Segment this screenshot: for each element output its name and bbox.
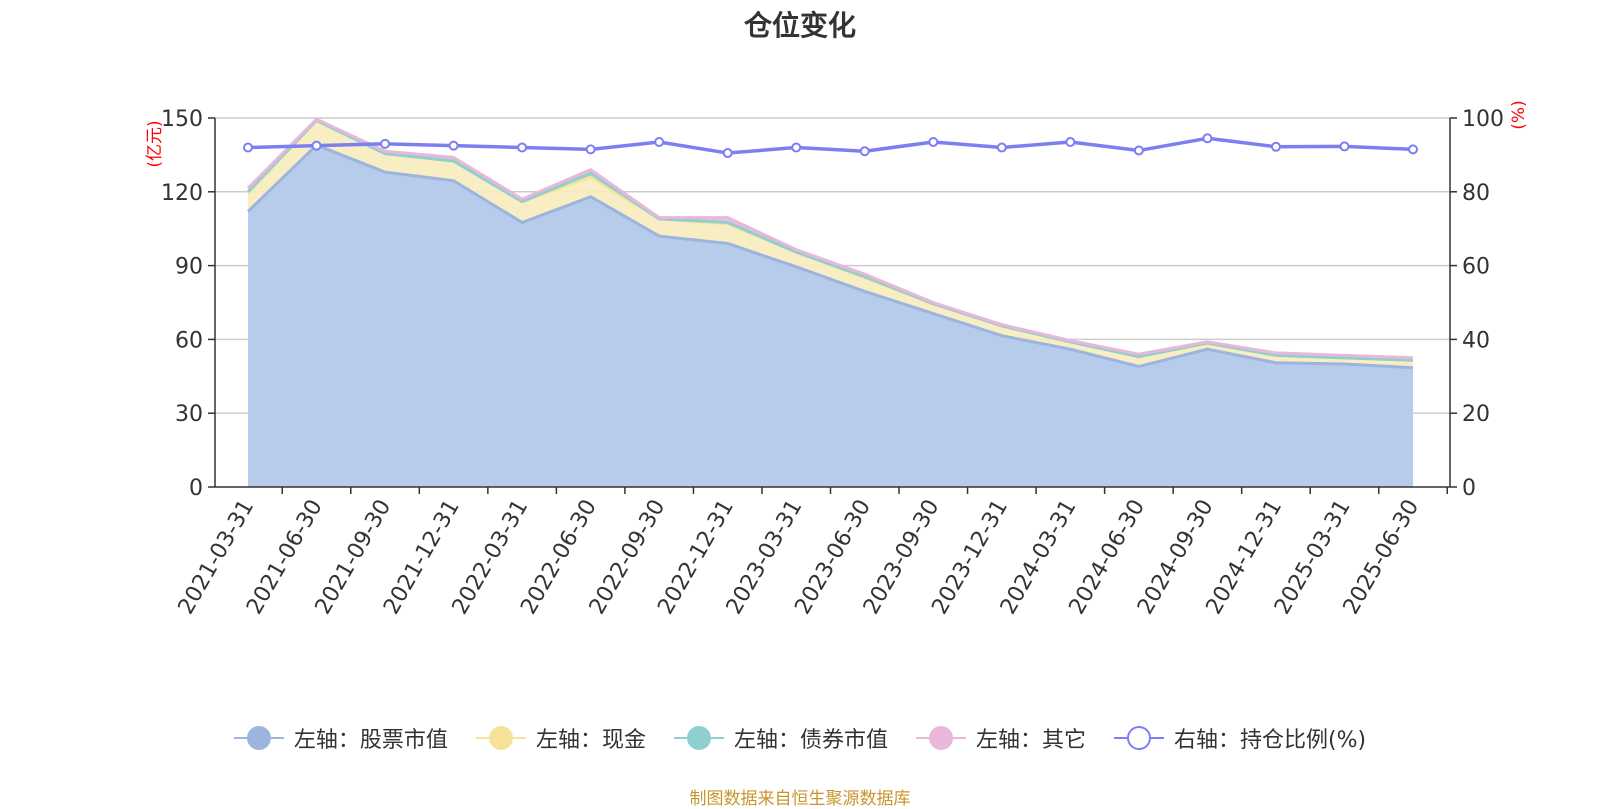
right-tick-label: 60 xyxy=(1462,255,1490,280)
ratio-point[interactable] xyxy=(791,142,802,153)
ratio-point[interactable] xyxy=(722,148,733,159)
legend-swatch-icon xyxy=(233,726,284,750)
ratio-point[interactable] xyxy=(1270,141,1281,152)
ratio-point[interactable] xyxy=(380,138,391,149)
legend: 左轴：股票市值 左轴：现金 左轴：债券市值 左轴：其它 右轴：持仓比例(%) xyxy=(0,722,1600,754)
ratio-point[interactable] xyxy=(517,142,528,153)
ratio-point[interactable] xyxy=(585,144,596,155)
ratio-point[interactable] xyxy=(1133,145,1144,156)
right-tick-label: 40 xyxy=(1462,328,1490,353)
ratio-point[interactable] xyxy=(311,140,322,151)
legend-item-stock[interactable]: 左轴：股票市值 xyxy=(233,722,448,754)
stock-area-edge xyxy=(246,143,1414,370)
ratio-point[interactable] xyxy=(1339,141,1350,152)
left-tick-label: 90 xyxy=(175,255,203,280)
left-tick-label: 0 xyxy=(189,476,203,501)
legend-label: 左轴：其它 xyxy=(975,728,1086,753)
right-tick-label: 0 xyxy=(1462,476,1476,501)
legend-item-bond[interactable]: 左轴：债券市值 xyxy=(673,722,888,754)
ratio-point[interactable] xyxy=(1202,133,1213,144)
stock-area xyxy=(248,145,1413,487)
source-note: 制图数据来自恒生聚源数据库 xyxy=(689,789,911,809)
chart-title: 仓位变化 xyxy=(743,9,856,42)
left-tick-label: 120 xyxy=(161,181,203,206)
legend-item-ratio[interactable]: 右轴：持仓比例(%) xyxy=(1113,722,1367,754)
ratio-point[interactable] xyxy=(928,136,939,147)
legend-swatch-icon xyxy=(475,726,526,750)
left-tick-label: 30 xyxy=(175,402,203,427)
legend-item-other[interactable]: 左轴：其它 xyxy=(915,722,1086,754)
legend-label: 右轴：持仓比例(%) xyxy=(1173,728,1367,753)
ratio-point[interactable] xyxy=(996,142,1007,153)
right-tick-label: 20 xyxy=(1462,402,1490,427)
legend-label: 左轴：现金 xyxy=(535,728,646,753)
legend-item-cash[interactable]: 左轴：现金 xyxy=(475,722,646,754)
right-tick-label: 100 xyxy=(1462,107,1504,132)
ratio-point[interactable] xyxy=(859,146,870,157)
legend-label: 左轴：债券市值 xyxy=(733,728,888,753)
legend-swatch-icon xyxy=(1113,726,1164,750)
ratio-point[interactable] xyxy=(448,140,459,151)
right-tick-label: 80 xyxy=(1462,181,1490,206)
left-tick-label: 150 xyxy=(161,107,203,132)
legend-label: 左轴：股票市值 xyxy=(293,728,448,753)
ratio-point[interactable] xyxy=(654,136,665,147)
right-axis-unit: (%) xyxy=(1509,100,1529,129)
area-layer xyxy=(246,117,1414,487)
ratio-point[interactable] xyxy=(243,142,253,153)
ratio-line xyxy=(247,136,1414,155)
legend-swatch-icon xyxy=(915,726,966,750)
ratio-line-layer xyxy=(243,133,1418,159)
legend-swatch-icon xyxy=(673,726,724,750)
left-tick-label: 60 xyxy=(175,328,203,353)
ratio-point[interactable] xyxy=(1408,144,1418,155)
other-area-edge xyxy=(246,117,1414,360)
ratio-point[interactable] xyxy=(1065,136,1076,147)
left-axis-unit: (亿元) xyxy=(145,120,165,167)
